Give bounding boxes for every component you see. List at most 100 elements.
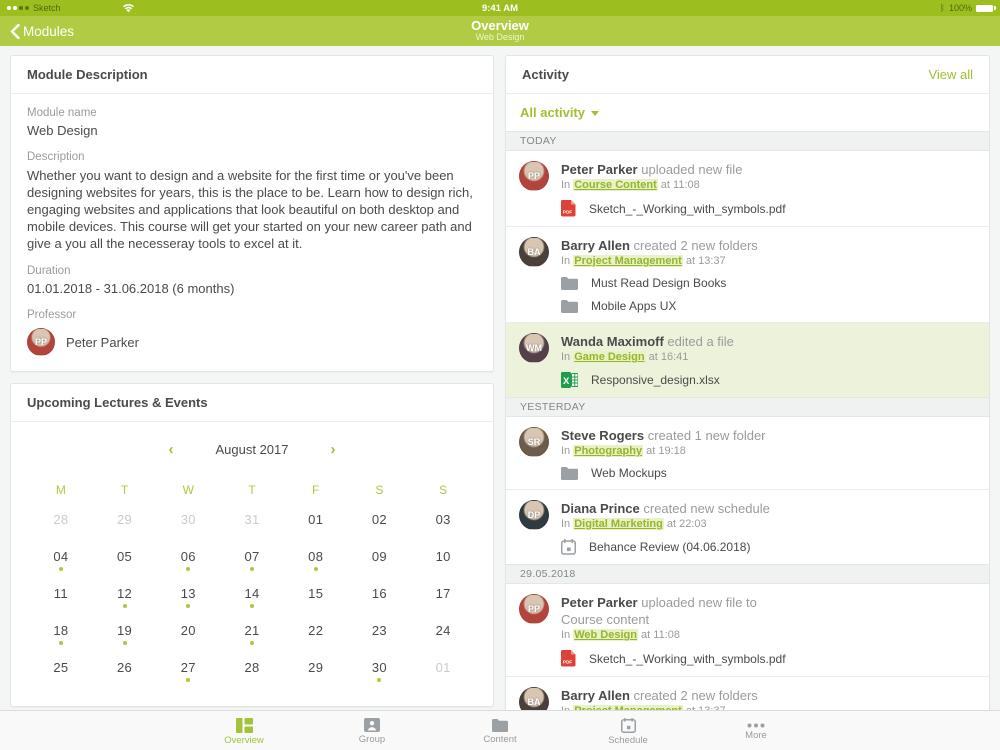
activity-item[interactable]: BA Barry Allen created 2 new folders In Pr…: [506, 226, 989, 322]
activity-context-link[interactable]: Project Management: [573, 255, 683, 267]
calendar-week-row: 28 29 30 31 01 02 03: [11, 507, 493, 544]
avatar: BA: [519, 237, 549, 267]
calendar-day[interactable]: 10: [435, 549, 451, 564]
calendar-day[interactable]: 26: [117, 660, 133, 675]
calendar-day[interactable]: 21: [220, 618, 284, 655]
folder-icon: [561, 276, 578, 290]
attachment-row[interactable]: PDF Sketch_-_Working_with_symbols.pdf: [561, 650, 975, 667]
calendar-week-row: 18 19 20 21 22 23 24: [11, 618, 493, 655]
calendar-day[interactable]: 20: [180, 623, 196, 638]
view-all-link[interactable]: View all: [928, 67, 973, 82]
activity-item[interactable]: SR Steve Rogers created 1 new folder In Ph…: [506, 417, 989, 489]
attachment-row[interactable]: X Responsive_design.xlsx: [561, 372, 975, 388]
activity-section-label: YESTERDAY: [506, 397, 989, 417]
calendar-weekday: F: [312, 483, 320, 497]
calendar-day[interactable]: 22: [308, 623, 324, 638]
folder-icon: [561, 466, 578, 480]
nav-titles: Overview Web Design: [0, 19, 1000, 43]
tab-content[interactable]: Content: [436, 711, 564, 750]
tab-label: Schedule: [608, 734, 648, 746]
attachment-row[interactable]: Behance Review (04.06.2018): [561, 539, 975, 555]
calendar-day[interactable]: 29: [117, 512, 133, 527]
calendar-day[interactable]: 17: [435, 586, 451, 601]
chevron-down-icon: [591, 111, 600, 116]
calendar-day[interactable]: 28: [53, 512, 69, 527]
activity-section-label: TODAY: [506, 131, 989, 151]
activity-context-link[interactable]: Web Design: [573, 629, 638, 641]
schedule-icon: [620, 717, 636, 733]
event-dot-icon: [58, 641, 63, 645]
calendar-day[interactable]: 01: [435, 660, 451, 675]
calendar-day[interactable]: 24: [435, 623, 451, 638]
calendar-day[interactable]: 28: [244, 660, 260, 675]
attachment-row[interactable]: Mobile Apps UX: [561, 299, 975, 313]
activity-meta: In Project Management at 13:37: [561, 255, 726, 267]
calendar-day[interactable]: 04: [29, 544, 93, 581]
activity-context-link[interactable]: Digital Marketing: [573, 518, 664, 530]
calendar-day[interactable]: 29: [308, 660, 324, 675]
attachment-row[interactable]: Web Mockups: [561, 466, 975, 480]
calendar-day[interactable]: 30: [180, 512, 196, 527]
activity-title-line2: Course content: [561, 612, 650, 627]
avatar: WM: [519, 333, 549, 363]
calendar-day[interactable]: 19: [93, 618, 157, 655]
tab-more[interactable]: More: [692, 711, 820, 750]
calendar-prev-button[interactable]: ‹: [168, 441, 174, 458]
calendar-day[interactable]: 08: [284, 544, 348, 581]
calendar-day[interactable]: 15: [308, 586, 324, 601]
tab-label: Overview: [224, 734, 264, 746]
calendar-weekday: T: [120, 483, 129, 497]
calendar-day[interactable]: 06: [156, 544, 220, 581]
tab-group[interactable]: Group: [308, 711, 436, 750]
activity-item-text: Wanda Maximoff edited a file In Game Desi…: [561, 333, 734, 363]
calendar-day[interactable]: 27: [156, 655, 220, 692]
calendar-month-label: August 2017: [215, 442, 289, 457]
event-dot-icon: [249, 567, 254, 571]
signal-strength-icon: [7, 6, 29, 10]
calendar-day[interactable]: 02: [371, 512, 387, 527]
activity-title: Barry Allen created 2 new folders: [561, 688, 758, 703]
activity-context-link[interactable]: Game Design: [573, 351, 646, 363]
calendar-day[interactable]: 23: [371, 623, 387, 638]
calendar-day[interactable]: 18: [29, 618, 93, 655]
calendar-next-button[interactable]: ›: [330, 441, 336, 458]
back-label: Modules: [23, 23, 75, 39]
attachment-label: Behance Review (04.06.2018): [589, 540, 751, 554]
calendar-day[interactable]: 01: [308, 512, 324, 527]
module-card-title: Module Description: [27, 67, 148, 82]
calendar-day[interactable]: 25: [53, 660, 69, 675]
avatar: DP: [519, 500, 549, 530]
description-text: Whether you want to design and a website…: [27, 168, 473, 251]
activity-item[interactable]: WM Wanda Maximoff edited a file In Game De…: [506, 322, 989, 397]
activity-context-link[interactable]: Course Content: [573, 179, 658, 191]
calendar-week-row: 11 12 13 14 15 16 17: [11, 581, 493, 618]
calendar-day[interactable]: 16: [371, 586, 387, 601]
calendar-day[interactable]: 03: [435, 512, 451, 527]
attachment-label: Mobile Apps UX: [591, 299, 677, 313]
calendar-day[interactable]: 31: [244, 512, 260, 527]
calendar-weekday: T: [248, 483, 256, 497]
avatar: SR: [519, 427, 549, 457]
calendar-day[interactable]: 09: [371, 549, 387, 564]
calendar-day[interactable]: 13: [156, 581, 220, 618]
tab-bar: Overview Group Content Schedule More: [0, 710, 1000, 750]
back-button[interactable]: Modules: [10, 23, 75, 39]
activity-context-link[interactable]: Photography: [573, 445, 644, 457]
activity-item[interactable]: PP Peter Parker uploaded new file In Cours…: [506, 151, 989, 226]
calendar-day[interactable]: 12: [93, 581, 157, 618]
calendar-day[interactable]: 14: [220, 581, 284, 618]
calendar-day[interactable]: 11: [53, 586, 68, 601]
activity-item[interactable]: PP Peter Parker uploaded new file to Cours…: [506, 584, 989, 676]
calendar-day[interactable]: 05: [117, 549, 133, 564]
activity-item[interactable]: DP Diana Prince created new schedule In Di…: [506, 489, 989, 564]
activity-user-name: Steve Rogers: [561, 428, 645, 443]
attachment-row[interactable]: PDF Sketch_-_Working_with_symbols.pdf: [561, 200, 975, 217]
activity-title: Peter Parker uploaded new file: [561, 162, 743, 177]
calendar-day[interactable]: 30: [348, 655, 412, 692]
activity-filter-dropdown[interactable]: All activity: [506, 94, 989, 131]
tab-overview[interactable]: Overview: [180, 711, 308, 750]
calendar-day[interactable]: 07: [220, 544, 284, 581]
tab-schedule[interactable]: Schedule: [564, 711, 692, 750]
tab-label: Group: [358, 734, 386, 745]
attachment-row[interactable]: Must Read Design Books: [561, 276, 975, 290]
